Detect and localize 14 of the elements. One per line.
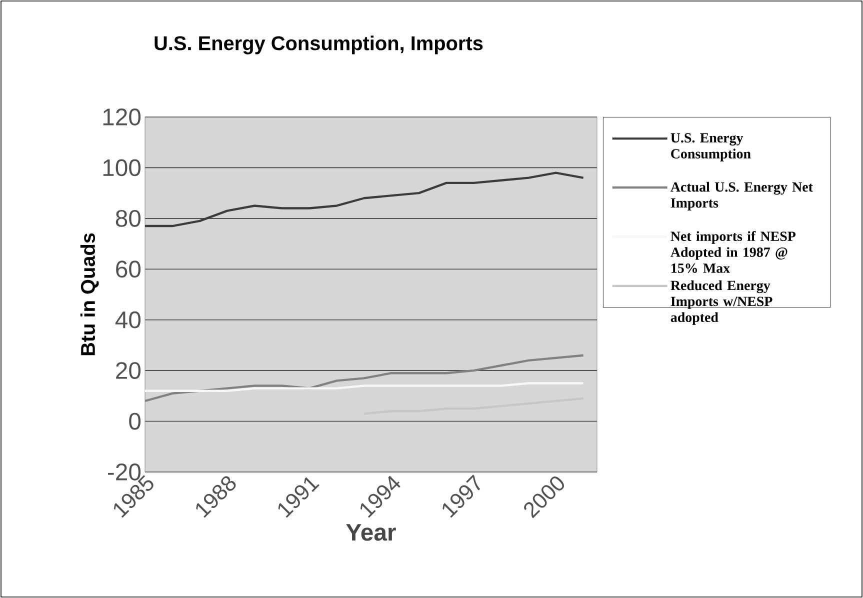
- y-tick-label: 120: [103, 108, 141, 126]
- y-tick-label: 40: [115, 311, 141, 328]
- legend-label: Reduced Energy Imports w/NESP adopted: [670, 280, 772, 325]
- y-tick-label: 20: [116, 362, 141, 380]
- y-tick-label: 0: [129, 412, 141, 430]
- x-axis-title: Year: [346, 524, 396, 541]
- y-tick-label: 80: [116, 210, 141, 227]
- chart-title: U.S. Energy Consumption, Imports: [154, 36, 483, 54]
- y-axis-title: Btu in Quads: [80, 233, 99, 356]
- legend-label: Net imports if NESP Adopted in 1987 @ 15% Max: [670, 231, 796, 273]
- legend-label: U.S. Energy Consumption: [670, 133, 751, 162]
- y-tick-label: 100: [103, 159, 141, 176]
- y-tick-label: 60: [116, 260, 141, 278]
- legend-label: Actual U.S. Energy Net Imports: [670, 182, 813, 210]
